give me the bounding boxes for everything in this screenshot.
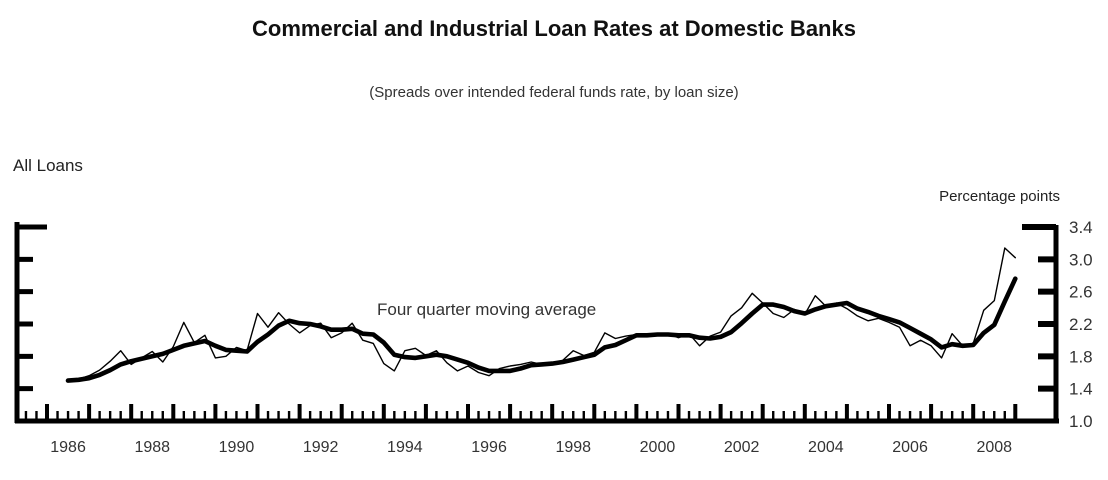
x-tick-label: 1988 (134, 439, 170, 456)
x-tick-label: 2004 (808, 439, 844, 456)
y-axis-ticks: 3.4 3.0 2.6 2.2 1.8 1.4 1.0 (15, 218, 1093, 431)
x-axis-ticks: 1986 1988 1990 1992 1994 1996 1998 2000 2002 2004… (24, 404, 1018, 456)
x-tick-label: 2000 (640, 439, 676, 456)
y-tick-label: 2.6 (1069, 283, 1093, 302)
y-tick-label: 3.4 (1069, 218, 1093, 237)
y-axis-unit-label: Percentage points (939, 188, 1060, 205)
chart-subtitle: (Spreads over intended federal funds rat… (369, 84, 739, 101)
chart-title: Commercial and Industrial Loan Rates at … (252, 16, 856, 41)
x-tick-label: 2008 (976, 439, 1012, 456)
x-tick-label: 1994 (387, 439, 423, 456)
x-tick-label: 1992 (303, 439, 339, 456)
moving-average-line (65, 276, 1018, 383)
y-tick-label: 1.8 (1069, 347, 1093, 366)
moving-average-annotation: Four quarter moving average (377, 300, 597, 319)
x-tick-label: 2002 (724, 439, 760, 456)
y-tick-label: 1.4 (1069, 380, 1093, 399)
panel-label: All Loans (13, 156, 83, 175)
x-tick-label: 1996 (471, 439, 507, 456)
x-tick-label: 2006 (892, 439, 928, 456)
x-tick-label: 1998 (555, 439, 591, 456)
x-tick-label: 1986 (50, 439, 86, 456)
y-tick-label: 3.0 (1069, 250, 1093, 269)
y-tick-label: 1.0 (1069, 412, 1093, 431)
x-tick-label: 1990 (219, 439, 255, 456)
y-tick-label: 2.2 (1069, 315, 1093, 334)
